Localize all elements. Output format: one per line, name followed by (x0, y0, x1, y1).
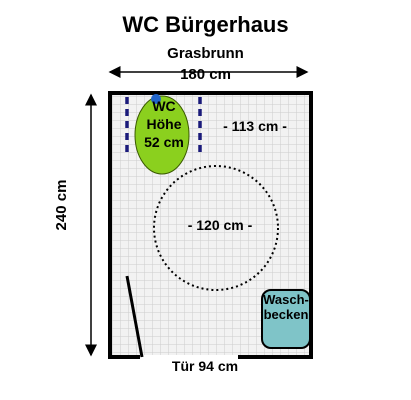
wc-flush-button (151, 94, 161, 104)
wc-label-line1: WC (152, 98, 176, 114)
turning-circle-label: - 120 cm - (187, 217, 253, 233)
room-walls (108, 91, 313, 359)
page-title: WC Bürgerhaus (122, 12, 289, 37)
sink-label: Wasch- becken (262, 292, 310, 322)
wc-label-line2: Höhe (146, 116, 182, 132)
sink (261, 289, 311, 349)
turning-circle (153, 165, 279, 291)
door-width-label: Tür 94 cm (171, 358, 239, 374)
sink-label-line1: Wasch- (263, 292, 309, 307)
width-dimension-label: 180 cm (180, 66, 231, 83)
wc-toilet (134, 95, 190, 175)
height-dimension-label: 240 cm (53, 179, 70, 231)
clearance-dimension-label: - 113 cm - (223, 118, 287, 134)
door-leaf (125, 275, 144, 358)
page-subtitle: Grasbrunn (167, 45, 244, 62)
sink-label-line2: becken (263, 307, 309, 322)
wc-label: WC Höhe 52 cm (133, 97, 195, 151)
wc-label-line3: 52 cm (144, 134, 184, 150)
